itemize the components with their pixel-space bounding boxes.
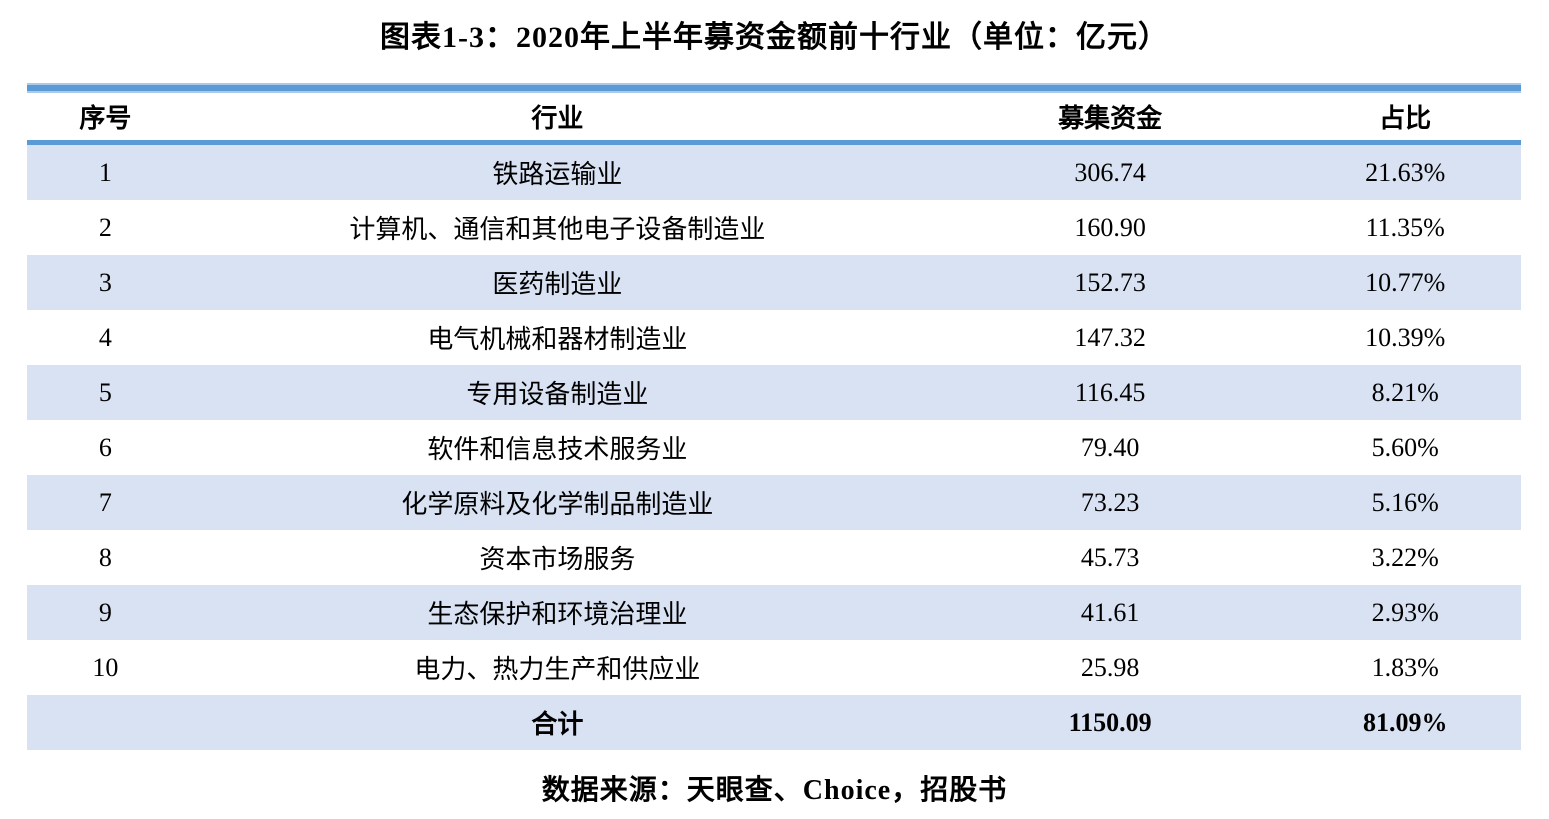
cell-amount: 160.90 [1074, 212, 1146, 242]
fundraising-table: 序号 行业 募集资金 占比 1 铁路运输业 306.74 21.63% 2 计算… [27, 83, 1521, 750]
table-row: 7 化学原料及化学制品制造业 73.23 5.16% [27, 475, 1521, 530]
cell-industry: 生态保护和环境治理业 [427, 600, 688, 629]
cell-amount: 152.73 [1074, 267, 1146, 297]
column-header-industry: 行业 [531, 104, 584, 133]
cell-industry: 电力、热力生产和供应业 [414, 655, 701, 684]
cell-amount: 306.74 [1074, 157, 1146, 187]
table-row: 1 铁路运输业 306.74 21.63% [27, 145, 1521, 200]
cell-amount: 73.23 [1080, 487, 1140, 517]
cell-amount: 25.98 [1080, 652, 1140, 682]
cell-amount: 45.73 [1080, 542, 1140, 572]
cell-rank: 8 [98, 542, 112, 572]
cell-total-amount: 1150.09 [1068, 707, 1152, 737]
cell-share: 10.77% [1365, 267, 1446, 297]
cell-share: 5.60% [1371, 432, 1439, 462]
cell-total-label: 合计 [531, 710, 584, 739]
cell-share: 5.16% [1371, 487, 1439, 517]
data-source-note: 数据来源：天眼查、Choice，招股书 [541, 775, 1008, 806]
cell-industry: 软件和信息技术服务业 [427, 435, 688, 464]
cell-share: 3.22% [1371, 542, 1439, 572]
chart-title: 图表1-3：2020年上半年募资金额前十行业（单位：亿元） [380, 21, 1169, 54]
cell-rank: 6 [98, 432, 112, 462]
table-row: 3 医药制造业 152.73 10.77% [27, 255, 1521, 310]
cell-share: 2.93% [1371, 597, 1439, 627]
table-top-border [27, 83, 1521, 93]
table-total-row: 合计 1150.09 81.09% [27, 695, 1521, 750]
cell-amount: 41.61 [1080, 597, 1140, 627]
cell-industry: 医药制造业 [492, 270, 623, 299]
cell-total-share: 81.09% [1362, 707, 1448, 737]
cell-industry: 化学原料及化学制品制造业 [401, 490, 714, 519]
cell-rank: 9 [98, 597, 112, 627]
table-row: 9 生态保护和环境治理业 41.61 2.93% [27, 585, 1521, 640]
column-header-rank: 序号 [79, 104, 132, 133]
cell-share: 10.39% [1365, 322, 1446, 352]
table-row: 2 计算机、通信和其他电子设备制造业 160.90 11.35% [27, 200, 1521, 255]
cell-share: 21.63% [1365, 157, 1446, 187]
table-row: 4 电气机械和器材制造业 147.32 10.39% [27, 310, 1521, 365]
cell-rank: 7 [98, 487, 112, 517]
cell-share: 1.83% [1371, 652, 1439, 682]
cell-industry: 电气机械和器材制造业 [427, 325, 688, 354]
table-row: 10 电力、热力生产和供应业 25.98 1.83% [27, 640, 1521, 695]
cell-rank: 1 [98, 157, 112, 187]
table-row: 5 专用设备制造业 116.45 8.21% [27, 365, 1521, 420]
cell-industry: 资本市场服务 [479, 545, 636, 574]
cell-share: 11.35% [1365, 212, 1445, 242]
column-header-share: 占比 [1379, 104, 1432, 133]
cell-rank: 4 [98, 322, 112, 352]
cell-amount: 116.45 [1074, 377, 1146, 407]
cell-amount: 147.32 [1074, 322, 1146, 352]
cell-amount: 79.40 [1080, 432, 1140, 462]
cell-industry: 铁路运输业 [492, 160, 623, 189]
column-header-amount: 募集资金 [1058, 104, 1163, 133]
header-separator [27, 140, 1521, 145]
cell-industry: 专用设备制造业 [466, 380, 649, 409]
cell-rank: 5 [98, 377, 112, 407]
cell-share: 8.21% [1371, 377, 1439, 407]
cell-rank: 2 [98, 212, 112, 242]
table-row: 6 软件和信息技术服务业 79.40 5.60% [27, 420, 1521, 475]
cell-rank: 3 [98, 267, 112, 297]
table-header-row: 序号 行业 募集资金 占比 [27, 93, 1521, 140]
cell-industry: 计算机、通信和其他电子设备制造业 [349, 215, 766, 244]
cell-rank: 10 [92, 652, 119, 682]
table-row: 8 资本市场服务 45.73 3.22% [27, 530, 1521, 585]
